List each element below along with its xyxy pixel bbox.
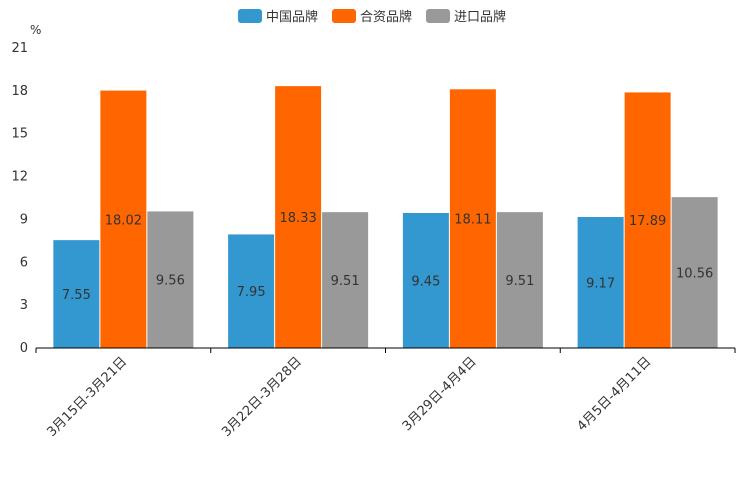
bar-imported[interactable] — [322, 212, 369, 348]
legend-swatch-imported — [426, 8, 450, 23]
bar-china[interactable] — [53, 240, 100, 348]
bar-value-label: 9.51 — [505, 274, 534, 289]
legend-item-joint-venture[interactable]: 合资品牌 — [331, 6, 412, 25]
legend-swatch-china — [237, 8, 262, 23]
legend-item-imported[interactable]: 进口品牌 — [426, 6, 506, 25]
bar-joint-venture[interactable] — [100, 90, 147, 349]
bar-joint-venture[interactable] — [275, 86, 322, 349]
bar-joint-venture[interactable] — [449, 89, 496, 349]
legend-label-imported: 进口品牌 — [454, 10, 507, 25]
y-tick-label: 0 — [20, 341, 28, 356]
bar-value-label: 7.55 — [62, 288, 91, 303]
bar-joint-venture[interactable] — [624, 92, 671, 348]
legend-label-china: 中国品牌 — [265, 10, 318, 25]
x-tick-label: 3月29日-4月4日 — [400, 354, 480, 434]
bar-value-label: 7.95 — [237, 285, 266, 300]
y-tick-label: 15 — [11, 127, 28, 142]
bar-imported[interactable] — [671, 197, 718, 348]
x-tick-label: 3月15日-3月21日 — [44, 354, 130, 440]
bar-china[interactable] — [577, 217, 624, 348]
y-tick-label: 18 — [11, 84, 28, 99]
y-tick-label: 9 — [20, 212, 28, 227]
y-axis: 0 3 6 9 12 15 18 21 — [11, 41, 28, 356]
bar-value-label: 9.51 — [331, 274, 360, 289]
x-tick-label: 4月5日-4月11日 — [575, 354, 655, 434]
bar-china[interactable] — [402, 213, 449, 348]
legend-label-joint-venture: 合资品牌 — [359, 10, 412, 25]
legend: 中国品牌 合资品牌 进口品牌 — [0, 6, 744, 25]
bar-value-label: 10.56 — [676, 267, 713, 282]
bar-imported[interactable] — [147, 211, 194, 348]
bar-value-label: 9.45 — [411, 275, 440, 290]
y-unit-label: % — [30, 23, 41, 37]
legend-swatch-joint-venture — [331, 8, 356, 23]
bar-china[interactable] — [228, 234, 275, 348]
bar-imported[interactable] — [496, 212, 543, 348]
y-tick-label: 12 — [11, 170, 28, 185]
bar-value-label: 18.11 — [454, 213, 491, 228]
bar-value-label: 9.56 — [156, 274, 185, 289]
bar-value-label: 18.02 — [105, 213, 142, 228]
y-tick-label: 21 — [11, 41, 28, 56]
y-tick-label: 3 — [20, 298, 28, 313]
bar-value-label: 18.33 — [280, 211, 317, 226]
bar-value-label: 17.89 — [629, 214, 666, 229]
y-tick-label: 6 — [20, 255, 28, 270]
bar-value-label: 9.17 — [586, 277, 615, 292]
bar-labels: 7.55 18.02 9.56 7.95 18.33 9.51 9.45 18.11 9.51 9… — [62, 211, 713, 303]
legend-item-china[interactable]: 中国品牌 — [237, 6, 318, 25]
x-tick-label: 3月22日-3月28日 — [219, 354, 305, 440]
bars — [53, 86, 718, 349]
x-axis: 3月15日-3月21日 3月22日-3月28日 3月29日-4月4日 4月5日-4月1… — [35, 348, 736, 440]
